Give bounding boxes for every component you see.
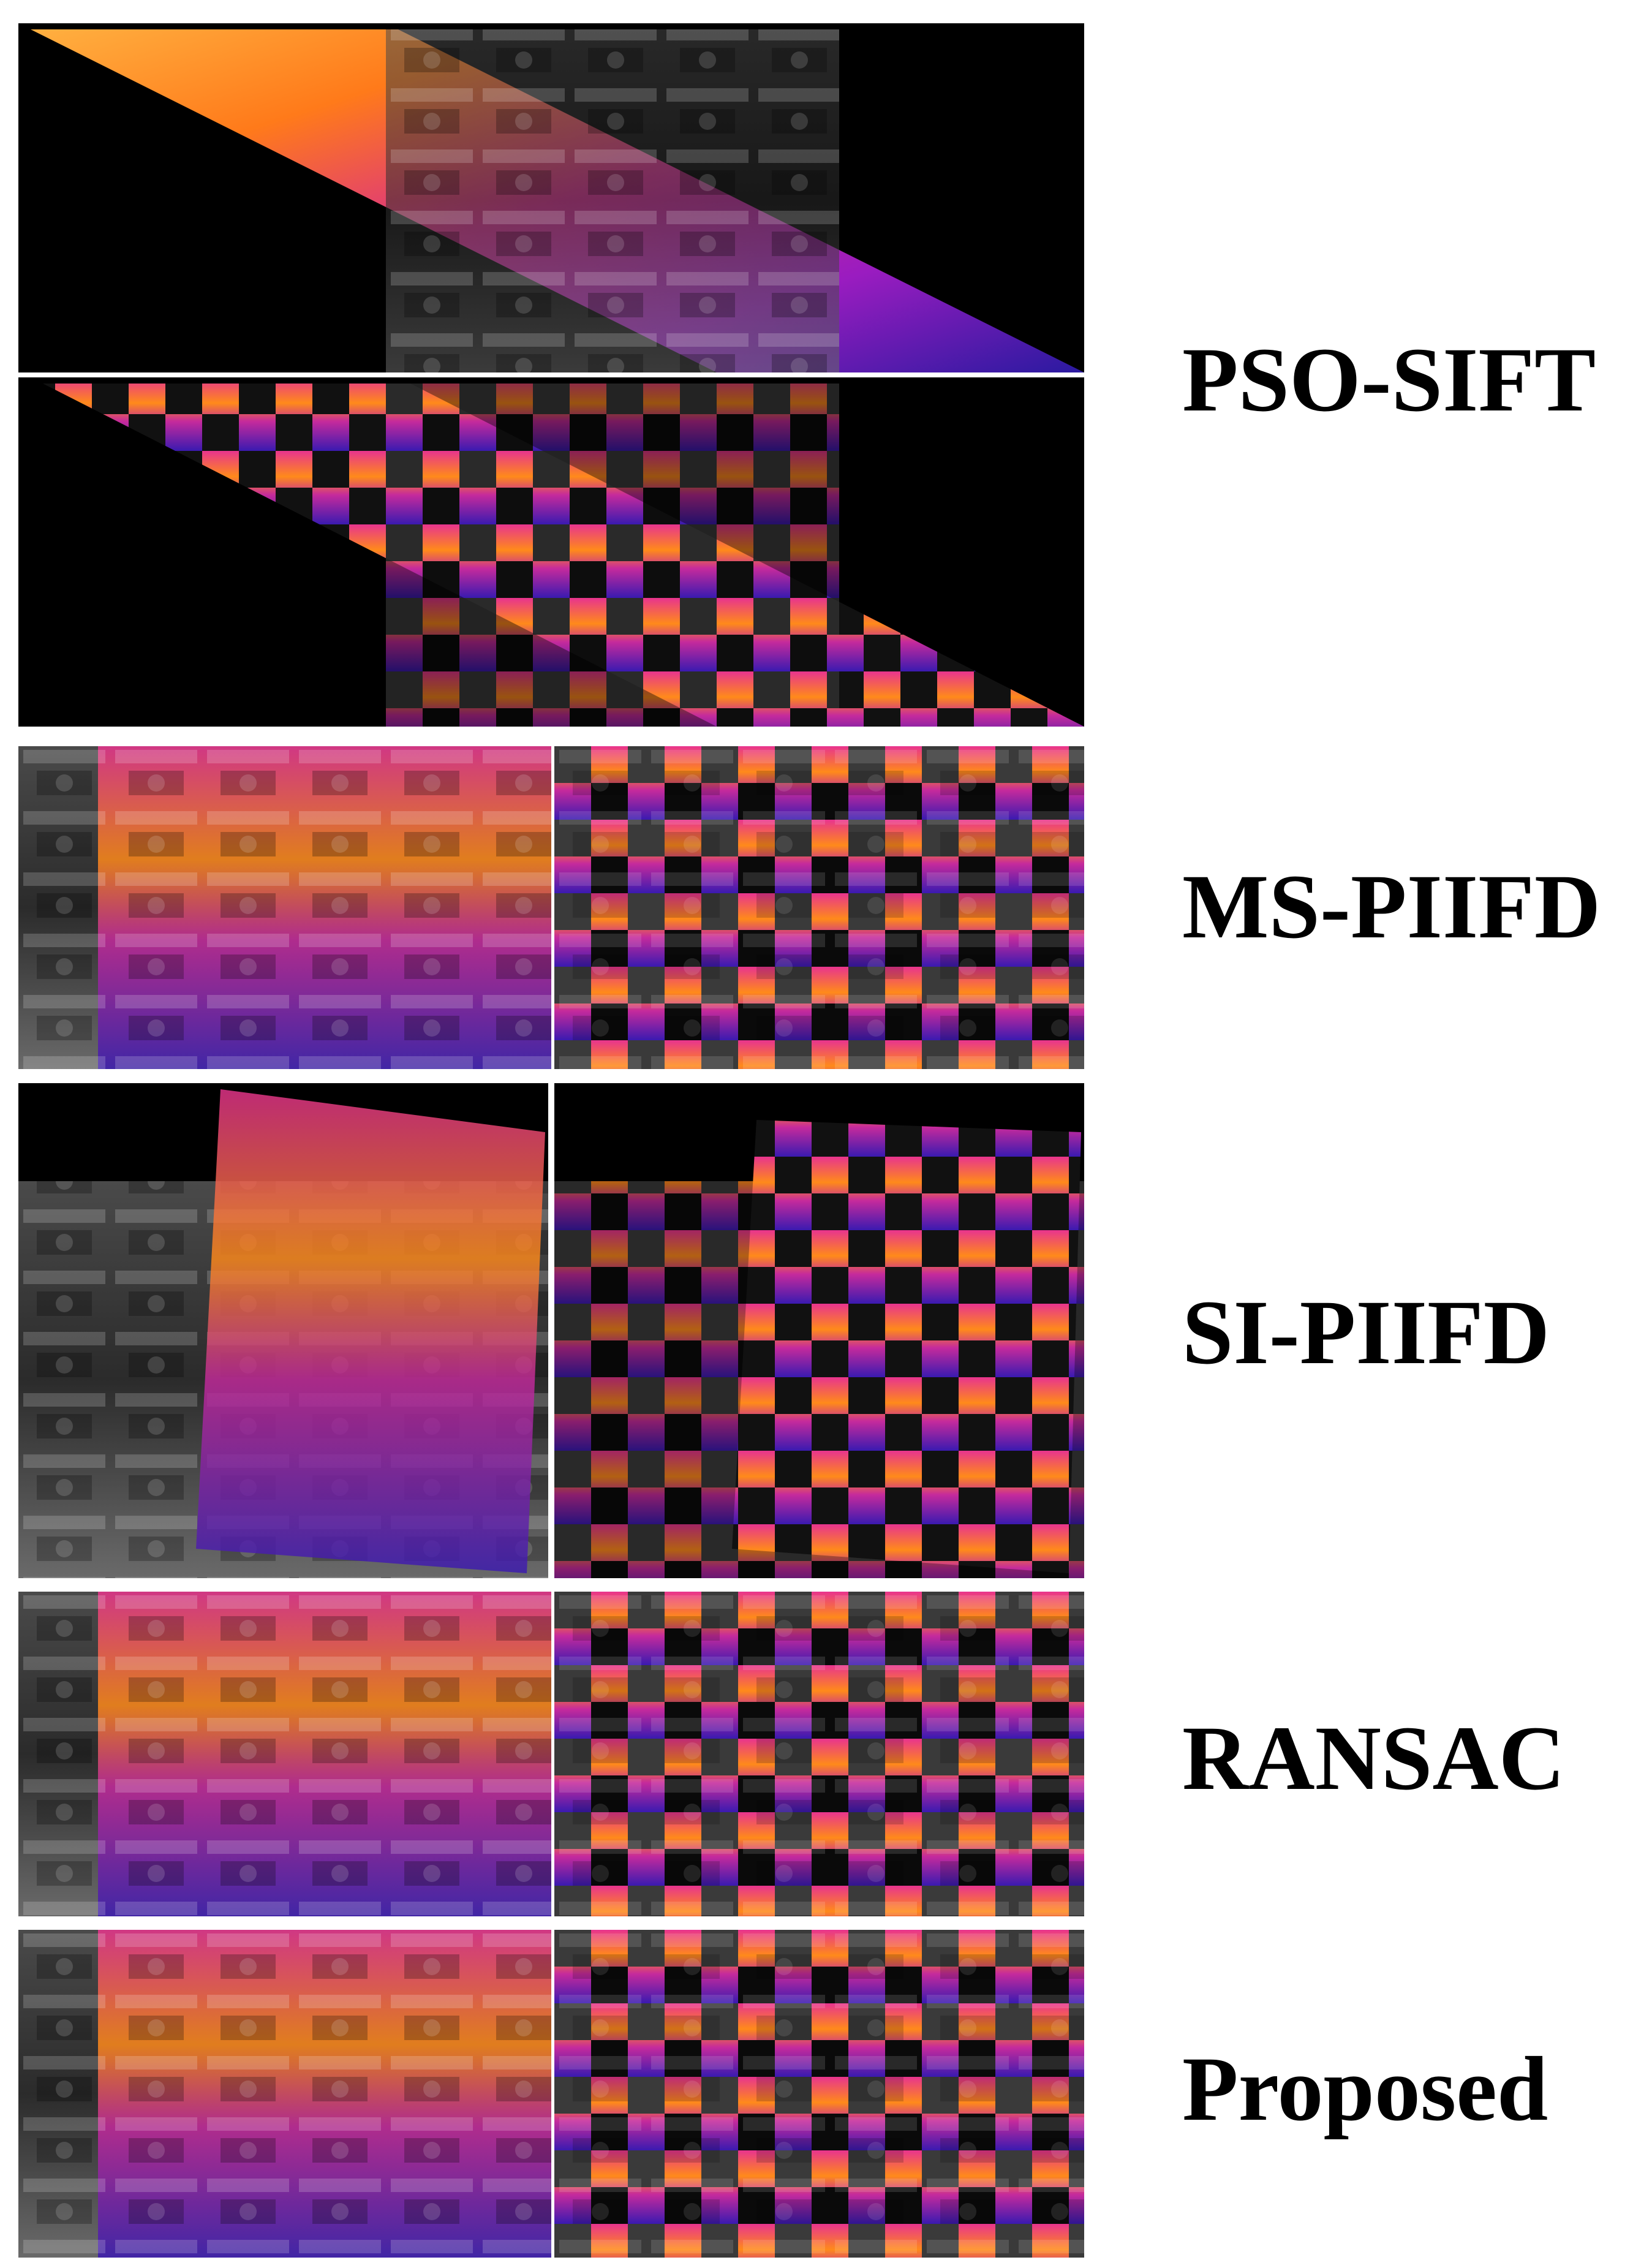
method-label: SI-PIIFD — [1182, 1282, 1550, 1383]
ransac-checkerboard-image — [554, 1592, 1084, 1916]
method-label: MS-PIIFD — [1182, 856, 1601, 958]
si-piifd-checkerboard-image — [554, 1083, 1084, 1578]
ransac-fusion-image — [18, 1592, 551, 1916]
method-label: Proposed — [1182, 2038, 1548, 2140]
si-piifd-fusion-image — [18, 1083, 548, 1578]
pso-sift-checkerboard-image — [18, 377, 1084, 727]
pso-sift-fusion-image — [18, 23, 1084, 372]
method-label: PSO-SIFT — [1182, 329, 1596, 431]
ms-piifd-checkerboard-image — [554, 746, 1084, 1069]
ms-piifd-fusion-image — [18, 746, 551, 1069]
method-label: RANSAC — [1182, 1707, 1566, 1809]
proposed-checkerboard-image — [554, 1930, 1084, 2258]
proposed-fusion-image — [18, 1930, 551, 2258]
